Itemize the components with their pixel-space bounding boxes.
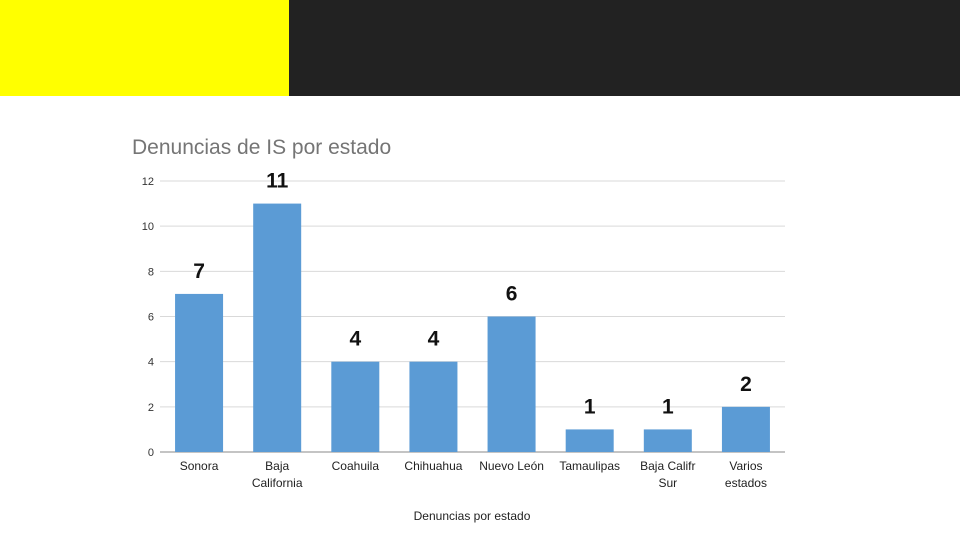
data-label: 4 xyxy=(428,328,440,351)
data-label: 6 xyxy=(506,283,518,306)
y-tick-label: 0 xyxy=(148,447,154,459)
y-tick-label: 6 xyxy=(148,312,154,324)
x-axis-title: Denuncias por estado xyxy=(413,509,531,523)
bar xyxy=(331,361,380,452)
data-label: 2 xyxy=(740,373,752,396)
x-tick-label-line: Tamaulipas xyxy=(559,459,620,473)
x-tick-label-line: Coahuila xyxy=(332,459,380,473)
y-tick-label: 10 xyxy=(142,221,154,233)
bar xyxy=(175,293,224,452)
y-tick-label: 12 xyxy=(142,176,154,188)
header-band-yellow xyxy=(0,0,289,96)
data-label: 4 xyxy=(349,328,361,351)
y-tick-label: 8 xyxy=(148,266,154,278)
x-tick-label: Coahuila xyxy=(332,459,380,473)
data-label: 1 xyxy=(662,395,674,418)
x-tick-label-line: California xyxy=(252,476,303,490)
x-tick-label-line: Chihuahua xyxy=(404,459,462,473)
data-label: 7 xyxy=(193,260,205,283)
x-tick-label-line: Baja Califr xyxy=(640,459,695,473)
x-tick-label-line: Varios xyxy=(729,459,762,473)
data-label: 11 xyxy=(266,170,289,193)
x-tick-label: Sonora xyxy=(180,459,219,473)
x-tick-label: Varios estados xyxy=(725,459,767,490)
y-tick-label: 2 xyxy=(148,402,154,414)
x-tick-label: Baja California xyxy=(252,459,303,490)
header-band-dark xyxy=(289,0,960,96)
x-tick-label: Tamaulipas xyxy=(559,459,620,473)
bar xyxy=(565,429,614,452)
x-tick-label: Nuevo León xyxy=(479,459,544,473)
chart-title: Denuncias de IS por estado xyxy=(132,136,392,159)
data-label: 1 xyxy=(584,395,596,418)
bar xyxy=(253,203,302,452)
x-tick-label-line: Sur xyxy=(658,476,677,490)
bar xyxy=(409,361,458,452)
x-tick-label: Chihuahua xyxy=(404,459,462,473)
x-tick-label-line: Nuevo León xyxy=(479,459,544,473)
bar xyxy=(643,429,692,452)
x-tick-label-line: estados xyxy=(725,476,767,490)
x-tick-label: Baja Califr Sur xyxy=(640,459,695,490)
bar xyxy=(721,406,770,452)
bar xyxy=(487,316,536,452)
x-tick-label-line: Baja xyxy=(265,459,289,473)
x-tick-label-line: Sonora xyxy=(180,459,219,473)
y-tick-label: 4 xyxy=(148,357,154,369)
